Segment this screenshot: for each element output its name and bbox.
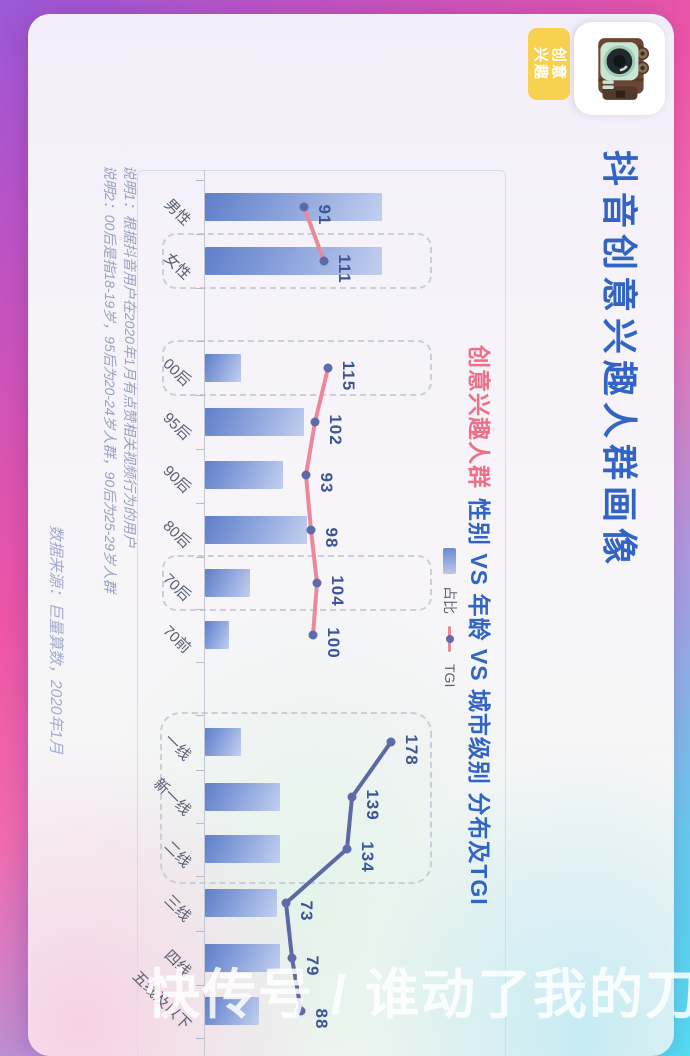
proportion-bar: [205, 247, 382, 275]
axis-tick: [196, 1038, 204, 1039]
axis-tick: [196, 769, 204, 771]
axis-tick: [196, 662, 204, 663]
proportion-bar: [205, 569, 250, 597]
proportion-bar: [205, 461, 283, 489]
page-title: 抖音创意兴趣人群画像: [599, 150, 640, 571]
retro-camera-icon: [586, 33, 653, 105]
tgi-value-label: 100: [324, 627, 343, 659]
axis-tick: [196, 823, 204, 824]
watermark: 快传号 / 谁动了我的刀: [146, 965, 690, 1025]
axis-tick: [196, 234, 204, 235]
tgi-value-label: 102: [326, 414, 345, 446]
axis-tick: [196, 876, 204, 877]
badge-line1: 创意: [550, 46, 567, 81]
category-axis-line: [204, 170, 205, 1056]
axis-tick: [196, 502, 204, 504]
tgi-value-label: 111: [335, 254, 354, 284]
axis-tick: [196, 930, 204, 932]
camera-icon-card: [574, 22, 665, 115]
proportion-bar: [205, 193, 382, 221]
tgi-value-label: 115: [339, 360, 358, 392]
highlight-box: [162, 555, 432, 611]
axis-tick: [196, 556, 204, 558]
proportion-bar: [205, 516, 307, 544]
chart-plot-area: [137, 170, 506, 1056]
tgi-value-label: 91: [315, 204, 334, 226]
axis-tick: [196, 288, 204, 289]
proportion-bar: [205, 889, 277, 917]
proportion-bar: [205, 835, 280, 863]
axis-tick: [196, 180, 204, 181]
interest-badge: 创意 兴趣: [528, 28, 570, 100]
tgi-value-label: 93: [317, 472, 336, 494]
highlight-box: [162, 340, 432, 396]
tgi-value-label: 98: [322, 527, 341, 549]
proportion-bar: [205, 783, 280, 811]
axis-tick: [196, 341, 204, 342]
highlight-box: [160, 712, 432, 884]
tgi-value-label: 178: [402, 734, 421, 766]
axis-tick: [196, 715, 204, 716]
footnotes: 说明1：根据抖音用户在2020年1月有点赞相关视频行为的用户 说明2：00后是指…: [100, 165, 140, 593]
axis-tick: [196, 395, 204, 396]
proportion-bar: [205, 728, 241, 756]
tgi-value-label: 139: [363, 789, 382, 821]
tgi-value-label: 134: [358, 841, 377, 873]
footnote-1: 说明1：根据抖音用户在2020年1月有点赞相关视频行为的用户: [122, 165, 138, 548]
tgi-value-label: 73: [297, 900, 316, 922]
data-source: 数据来源：巨量算数，2020年1月: [47, 525, 64, 755]
axis-tick: [196, 609, 204, 610]
axis-tick: [196, 448, 204, 450]
proportion-bar: [205, 354, 241, 382]
infographic-card: 创意 兴趣 抖音创意兴趣人群画像 创意兴趣人群性别 VS 年龄 VS 城市级别 …: [28, 14, 674, 1056]
footnote-2: 说明2：00后是指18-19岁，95后为20-24岁人群，90后为25-29岁人…: [102, 165, 118, 593]
proportion-bar: [205, 621, 229, 649]
tgi-value-label: 104: [328, 575, 347, 607]
badge-line2: 兴趣: [532, 46, 549, 81]
proportion-bar: [205, 408, 304, 436]
